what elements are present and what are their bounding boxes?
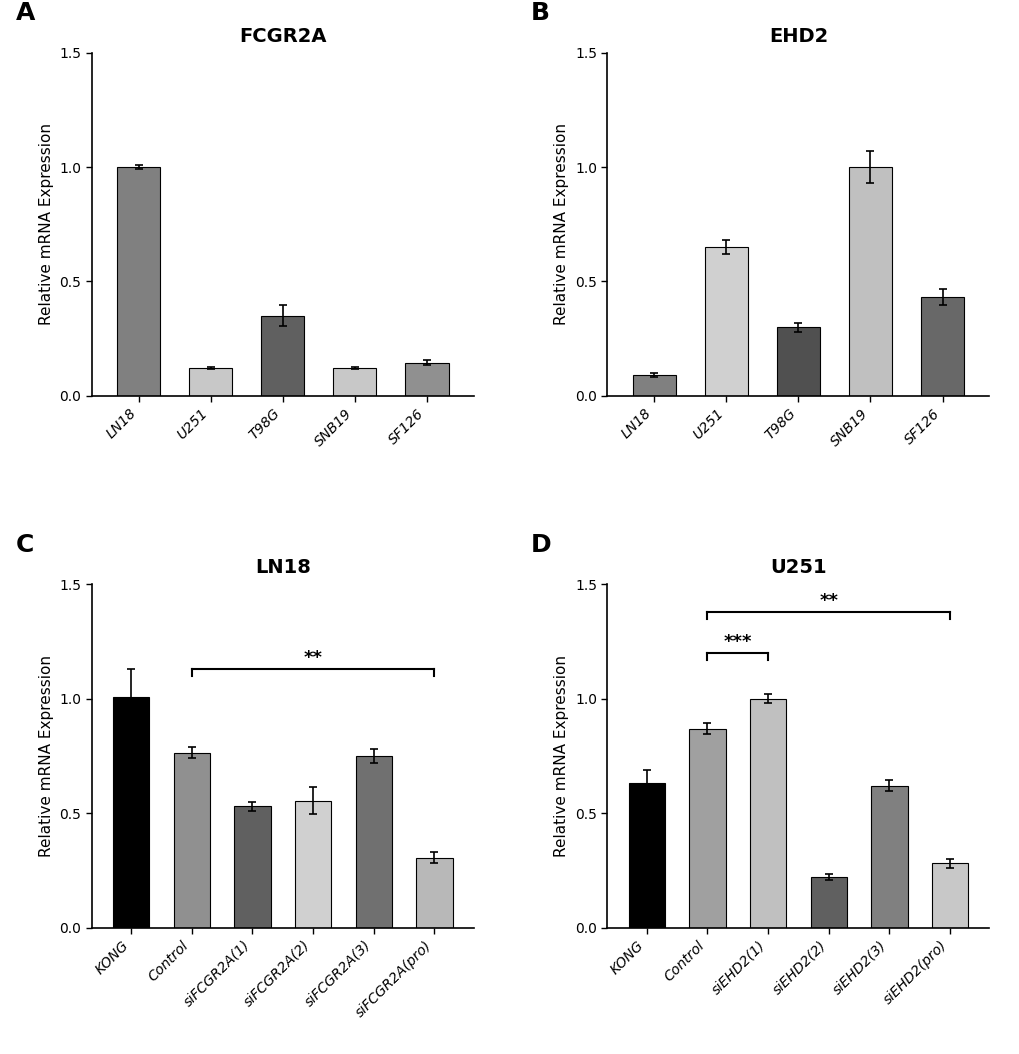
Bar bbox=[848, 167, 892, 395]
Y-axis label: Relative mRNA Expression: Relative mRNA Expression bbox=[554, 123, 569, 326]
Bar bbox=[189, 368, 232, 395]
Bar bbox=[113, 697, 149, 928]
Bar bbox=[333, 368, 376, 395]
Bar bbox=[356, 756, 391, 928]
Text: **: ** bbox=[818, 591, 838, 609]
Title: LN18: LN18 bbox=[255, 559, 311, 578]
Bar bbox=[117, 167, 160, 395]
Bar bbox=[294, 801, 331, 928]
Bar bbox=[870, 785, 907, 928]
Text: D: D bbox=[531, 533, 551, 557]
Title: U251: U251 bbox=[769, 559, 826, 578]
Y-axis label: Relative mRNA Expression: Relative mRNA Expression bbox=[39, 123, 54, 326]
Bar bbox=[173, 753, 210, 928]
Text: A: A bbox=[15, 1, 35, 25]
Bar bbox=[234, 806, 270, 928]
Y-axis label: Relative mRNA Expression: Relative mRNA Expression bbox=[554, 655, 569, 857]
Bar bbox=[931, 863, 967, 928]
Bar bbox=[416, 858, 452, 928]
Bar bbox=[689, 728, 725, 928]
Text: B: B bbox=[531, 1, 549, 25]
Y-axis label: Relative mRNA Expression: Relative mRNA Expression bbox=[39, 655, 54, 857]
Bar bbox=[749, 699, 786, 928]
Bar bbox=[405, 363, 448, 395]
Bar bbox=[776, 327, 819, 395]
Bar bbox=[920, 297, 963, 395]
Text: C: C bbox=[15, 533, 34, 557]
Text: ***: *** bbox=[722, 632, 751, 650]
Bar bbox=[810, 877, 846, 928]
Bar bbox=[261, 316, 304, 395]
Title: FCGR2A: FCGR2A bbox=[238, 26, 326, 45]
Text: **: ** bbox=[304, 649, 322, 667]
Bar bbox=[704, 247, 747, 395]
Title: EHD2: EHD2 bbox=[768, 26, 827, 45]
Bar bbox=[628, 783, 664, 928]
Bar bbox=[632, 375, 676, 395]
